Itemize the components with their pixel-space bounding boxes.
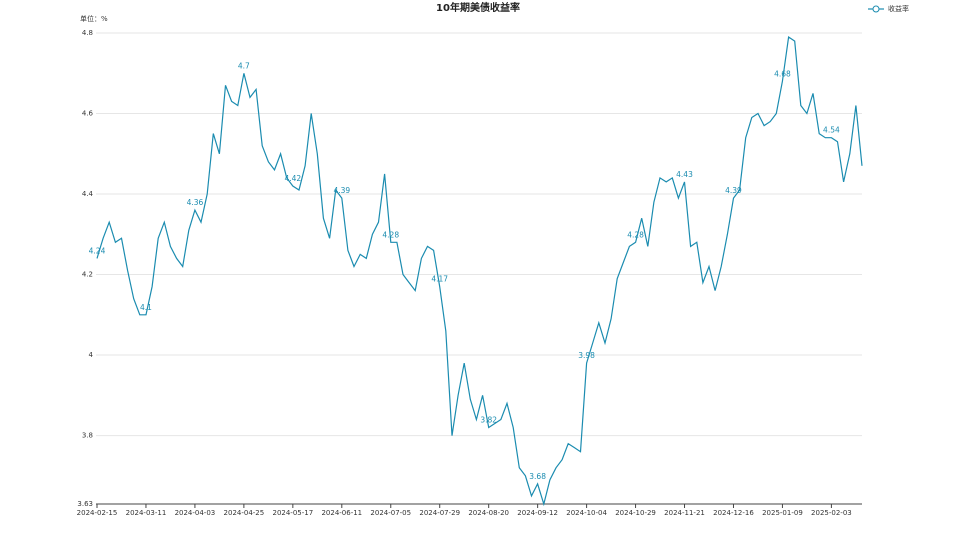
y-tick-label: 4.8: [82, 29, 93, 37]
x-tick-label: 2024-10-29: [615, 509, 656, 517]
legend-marker: [872, 5, 880, 13]
legend-label: 收益率: [888, 4, 909, 13]
y-tick-label: 3.8: [82, 432, 93, 440]
x-tick-label: 2024-03-11: [126, 509, 167, 517]
data-label: 3.68: [529, 472, 546, 481]
data-label: 4.7: [238, 61, 250, 70]
data-label: 4.36: [187, 198, 204, 207]
data-label: 4.39: [333, 186, 350, 195]
data-label: 4.28: [382, 230, 399, 239]
x-tick-label: 2025-02-03: [811, 509, 852, 517]
series-line: [96, 35, 863, 507]
x-tick-label: 2024-06-11: [321, 509, 362, 517]
x-tick-label: 2024-07-05: [370, 509, 411, 517]
x-tick-label: 2024-11-21: [664, 509, 705, 517]
x-tick-label: 2024-09-12: [517, 509, 558, 517]
x-tick-label: 2024-05-17: [272, 509, 313, 517]
data-label: 4.28: [627, 230, 644, 239]
data-label: 3.82: [480, 416, 497, 425]
data-label: 4.24: [89, 246, 106, 255]
x-tick-label: 2024-07-29: [419, 509, 460, 517]
y-tick-label: 4.6: [82, 110, 94, 118]
x-tick-label: 2024-02-15: [77, 509, 118, 517]
x-tick-label: 2024-04-25: [224, 509, 265, 517]
y-axis-label: 单位：%: [80, 14, 108, 23]
x-tick-label: 2024-12-16: [713, 509, 754, 517]
data-label: 4.43: [676, 170, 693, 179]
y-tick-label: 4.2: [82, 271, 93, 279]
y-tick-label: 4.4: [82, 190, 94, 198]
y-tick-label: 4: [89, 351, 94, 359]
data-label: 4.68: [774, 69, 791, 78]
data-label: 4.17: [431, 275, 448, 284]
data-label: 4.1: [140, 303, 152, 312]
chart-title: 10年期美债收益率: [436, 1, 520, 14]
data-label: 4.42: [284, 174, 301, 183]
x-tick-label: 2024-08-20: [468, 509, 509, 517]
x-tick-label: 2024-10-04: [566, 509, 607, 517]
data-label: 3.98: [578, 351, 595, 360]
x-tick-label: 2024-04-03: [175, 509, 216, 517]
data-label: 4.39: [725, 186, 742, 195]
y-tick-label: 3.63: [77, 500, 93, 508]
x-tick-label: 2025-01-09: [762, 509, 803, 517]
data-label: 4.54: [823, 126, 840, 135]
